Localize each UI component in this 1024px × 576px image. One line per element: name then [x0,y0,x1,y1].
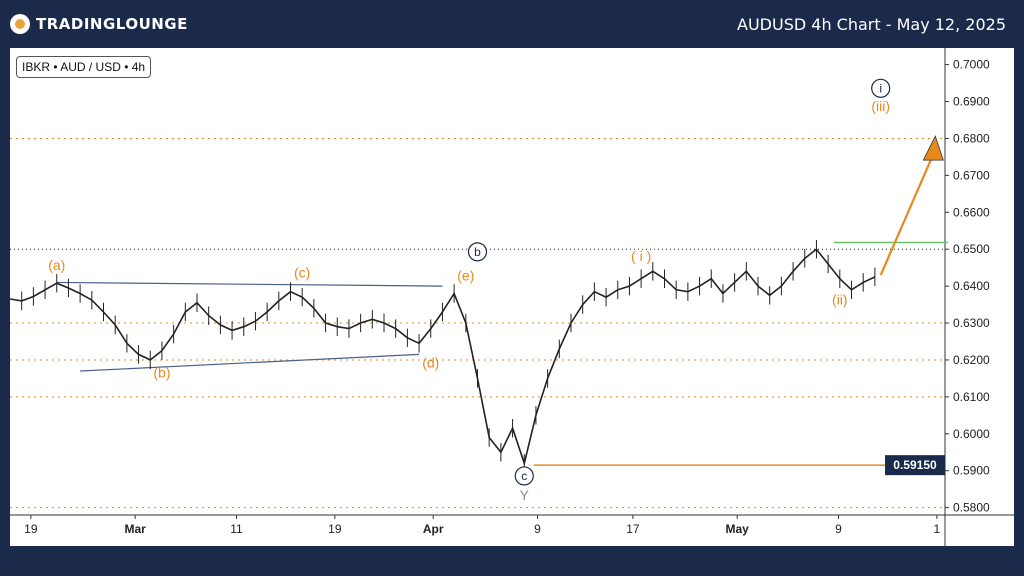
wave-label: b [474,245,481,259]
wave-label: ( i ) [631,248,651,264]
chart-title: AUDUSD 4h Chart - May 12, 2025 [737,15,1006,34]
projection-line [879,153,935,276]
y-tick-label: 0.6400 [953,279,990,293]
wave-label: c [521,469,527,483]
wave-circle [467,242,488,262]
wave-label: Y [520,487,530,503]
wave-label: (c) [294,265,310,281]
x-tick-label: 1 [934,522,941,536]
y-tick-label: 0.6700 [953,168,990,182]
trendline [56,281,443,287]
y-tick-label: 0.6100 [953,390,990,404]
y-tick-label: 0.5900 [953,464,990,478]
price-chart[interactable]: 0.7000 0.6900 0.6800 0.6700 0.6600 0.6500 0.64… [9,48,1014,546]
symbol-badge[interactable]: IBKR • AUD / USD • 4h [16,56,152,78]
logo-text: TRADINGLOUNGE [36,15,188,33]
price-line[interactable] [9,248,876,467]
wave-label: (a) [48,257,65,273]
x-tick-label: 19 [328,522,342,536]
y-tick-label: 0.6300 [953,316,990,330]
x-tick-label: 19 [24,522,38,536]
wave-circle [871,78,891,98]
wave-circle [514,466,534,486]
logo-icon [10,14,30,34]
wave-label: (iii) [871,98,890,114]
wave-label: (d) [422,354,439,370]
y-tick-label: 0.6000 [953,427,990,441]
trendline [80,353,420,372]
x-tick-label: 17 [626,522,640,536]
x-tick-label: 11 [230,522,243,536]
brand-logo: TRADINGLOUNGE [10,14,188,34]
wave-label: (ii) [832,292,848,308]
y-tick-label: 0.7000 [953,58,990,72]
price-level-box [885,455,945,476]
chart-panel[interactable]: 0.7000 0.6900 0.6800 0.6700 0.6600 0.6500 0.64… [9,48,1014,546]
x-tick-label: 9 [835,522,842,536]
y-tick-label: 0.6900 [953,95,990,109]
wave-label: i [879,81,882,95]
price-level-label: 0.59150 [893,458,937,472]
x-tick-label: Mar [125,522,147,536]
y-tick-label: 0.6200 [953,353,990,367]
y-tick-label: 0.5800 [953,501,990,515]
y-tick-label: 0.6500 [953,242,990,256]
header-bar: TRADINGLOUNGE AUDUSD 4h Chart - May 12, … [0,0,1024,48]
wave-label: (b) [153,364,170,380]
y-tick-label: 0.6600 [953,205,990,219]
wave-label: (e) [457,268,474,284]
x-tick-label: May [726,522,750,536]
x-tick-label: 9 [534,522,541,536]
y-tick-label: 0.6800 [953,131,990,145]
x-tick-label: Apr [423,522,444,536]
projection-arrow [922,135,944,161]
